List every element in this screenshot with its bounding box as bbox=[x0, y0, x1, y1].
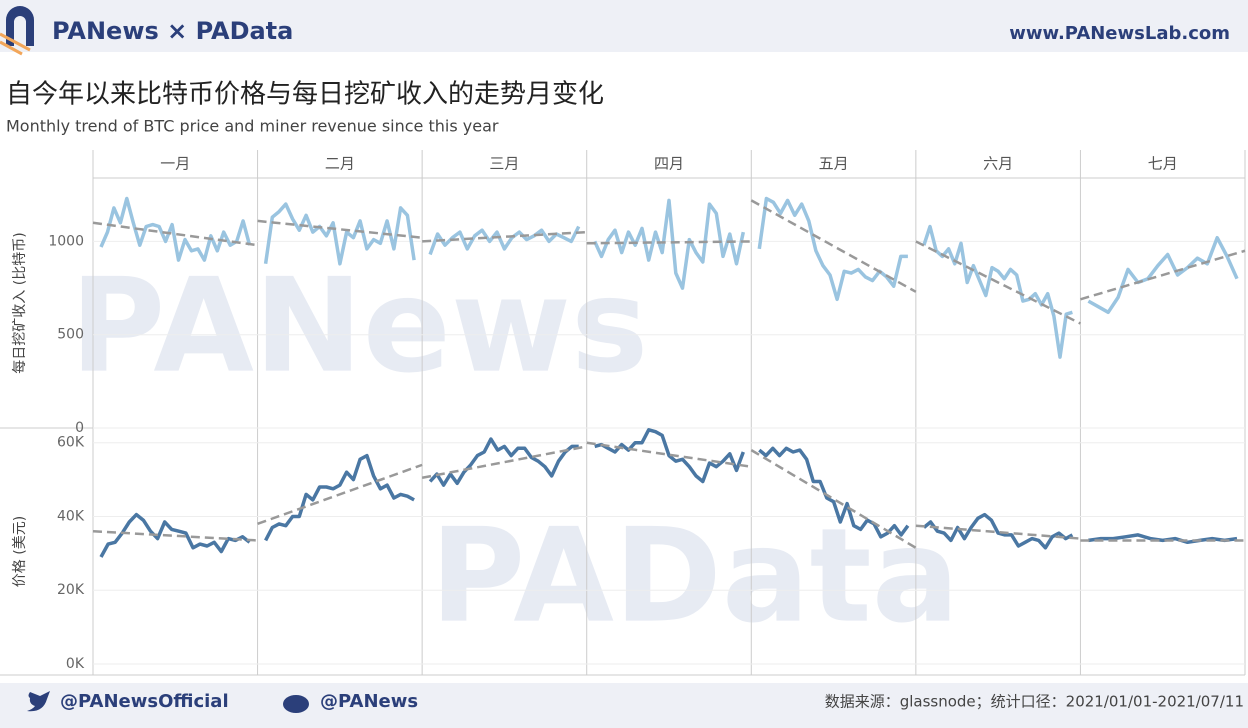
data-line bbox=[1087, 235, 1239, 315]
data-line bbox=[428, 437, 579, 487]
facet-label: 四月 bbox=[654, 155, 684, 173]
header-band bbox=[0, 0, 1248, 52]
y-tick-label: 500 bbox=[57, 327, 84, 343]
weibo-handle: @PANews bbox=[320, 691, 418, 712]
facet-label: 五月 bbox=[819, 155, 849, 173]
y-tick-label: 60K bbox=[57, 435, 85, 451]
facet-label: 三月 bbox=[489, 155, 519, 173]
facet-label: 六月 bbox=[983, 155, 1013, 173]
chart-title: 自今年以来比特币价格与每日挖矿收入的走势月变化 bbox=[6, 80, 604, 110]
y-tick-label: 1000 bbox=[48, 233, 84, 249]
y-axis-label: 每日挖矿收入 (比特币) bbox=[12, 232, 28, 373]
trend-line bbox=[750, 449, 917, 549]
logo-stripes bbox=[0, 32, 31, 56]
data-line bbox=[922, 224, 1073, 359]
trend-line bbox=[257, 463, 423, 526]
brand: PANews × PAData bbox=[52, 17, 293, 45]
trend-line bbox=[421, 445, 587, 479]
y-axis-label: 价格 (美元) bbox=[12, 516, 28, 587]
twitter-icon bbox=[27, 691, 50, 712]
y-tick-label: 0 bbox=[75, 420, 84, 436]
data-line bbox=[99, 196, 252, 262]
data-line bbox=[1088, 533, 1238, 545]
site: www.PANewsLab.com bbox=[1009, 23, 1230, 44]
data-line bbox=[594, 428, 745, 484]
facet-label: 七月 bbox=[1148, 155, 1178, 173]
data-line bbox=[264, 453, 415, 542]
facet-label: 一月 bbox=[160, 155, 190, 173]
data-line bbox=[593, 198, 746, 290]
watermark: PAData bbox=[430, 500, 959, 652]
y-tick-label: 0K bbox=[66, 656, 85, 672]
data-line bbox=[757, 196, 908, 302]
y-tick-label: 20K bbox=[57, 582, 85, 598]
data-line bbox=[758, 446, 910, 539]
data-line bbox=[428, 225, 581, 256]
chart-subtitle: Monthly trend of BTC price and miner rev… bbox=[6, 117, 499, 136]
data-line bbox=[922, 512, 1074, 550]
trend-line bbox=[915, 240, 1081, 325]
trend-line bbox=[1080, 249, 1246, 301]
watermark: PANews bbox=[70, 250, 648, 402]
facet-label: 二月 bbox=[325, 155, 355, 173]
logo bbox=[6, 6, 34, 46]
weibo-icon bbox=[283, 695, 309, 713]
source: 数据来源：glassnode；统计口径：2021/01/01-2021/07/1… bbox=[825, 693, 1244, 711]
trend-line bbox=[750, 199, 917, 293]
footer-band bbox=[0, 683, 1248, 728]
data-line bbox=[263, 202, 416, 266]
twitter-handle: @PANewsOfficial bbox=[60, 691, 229, 712]
data-line bbox=[99, 512, 251, 558]
y-tick-label: 40K bbox=[57, 508, 85, 524]
